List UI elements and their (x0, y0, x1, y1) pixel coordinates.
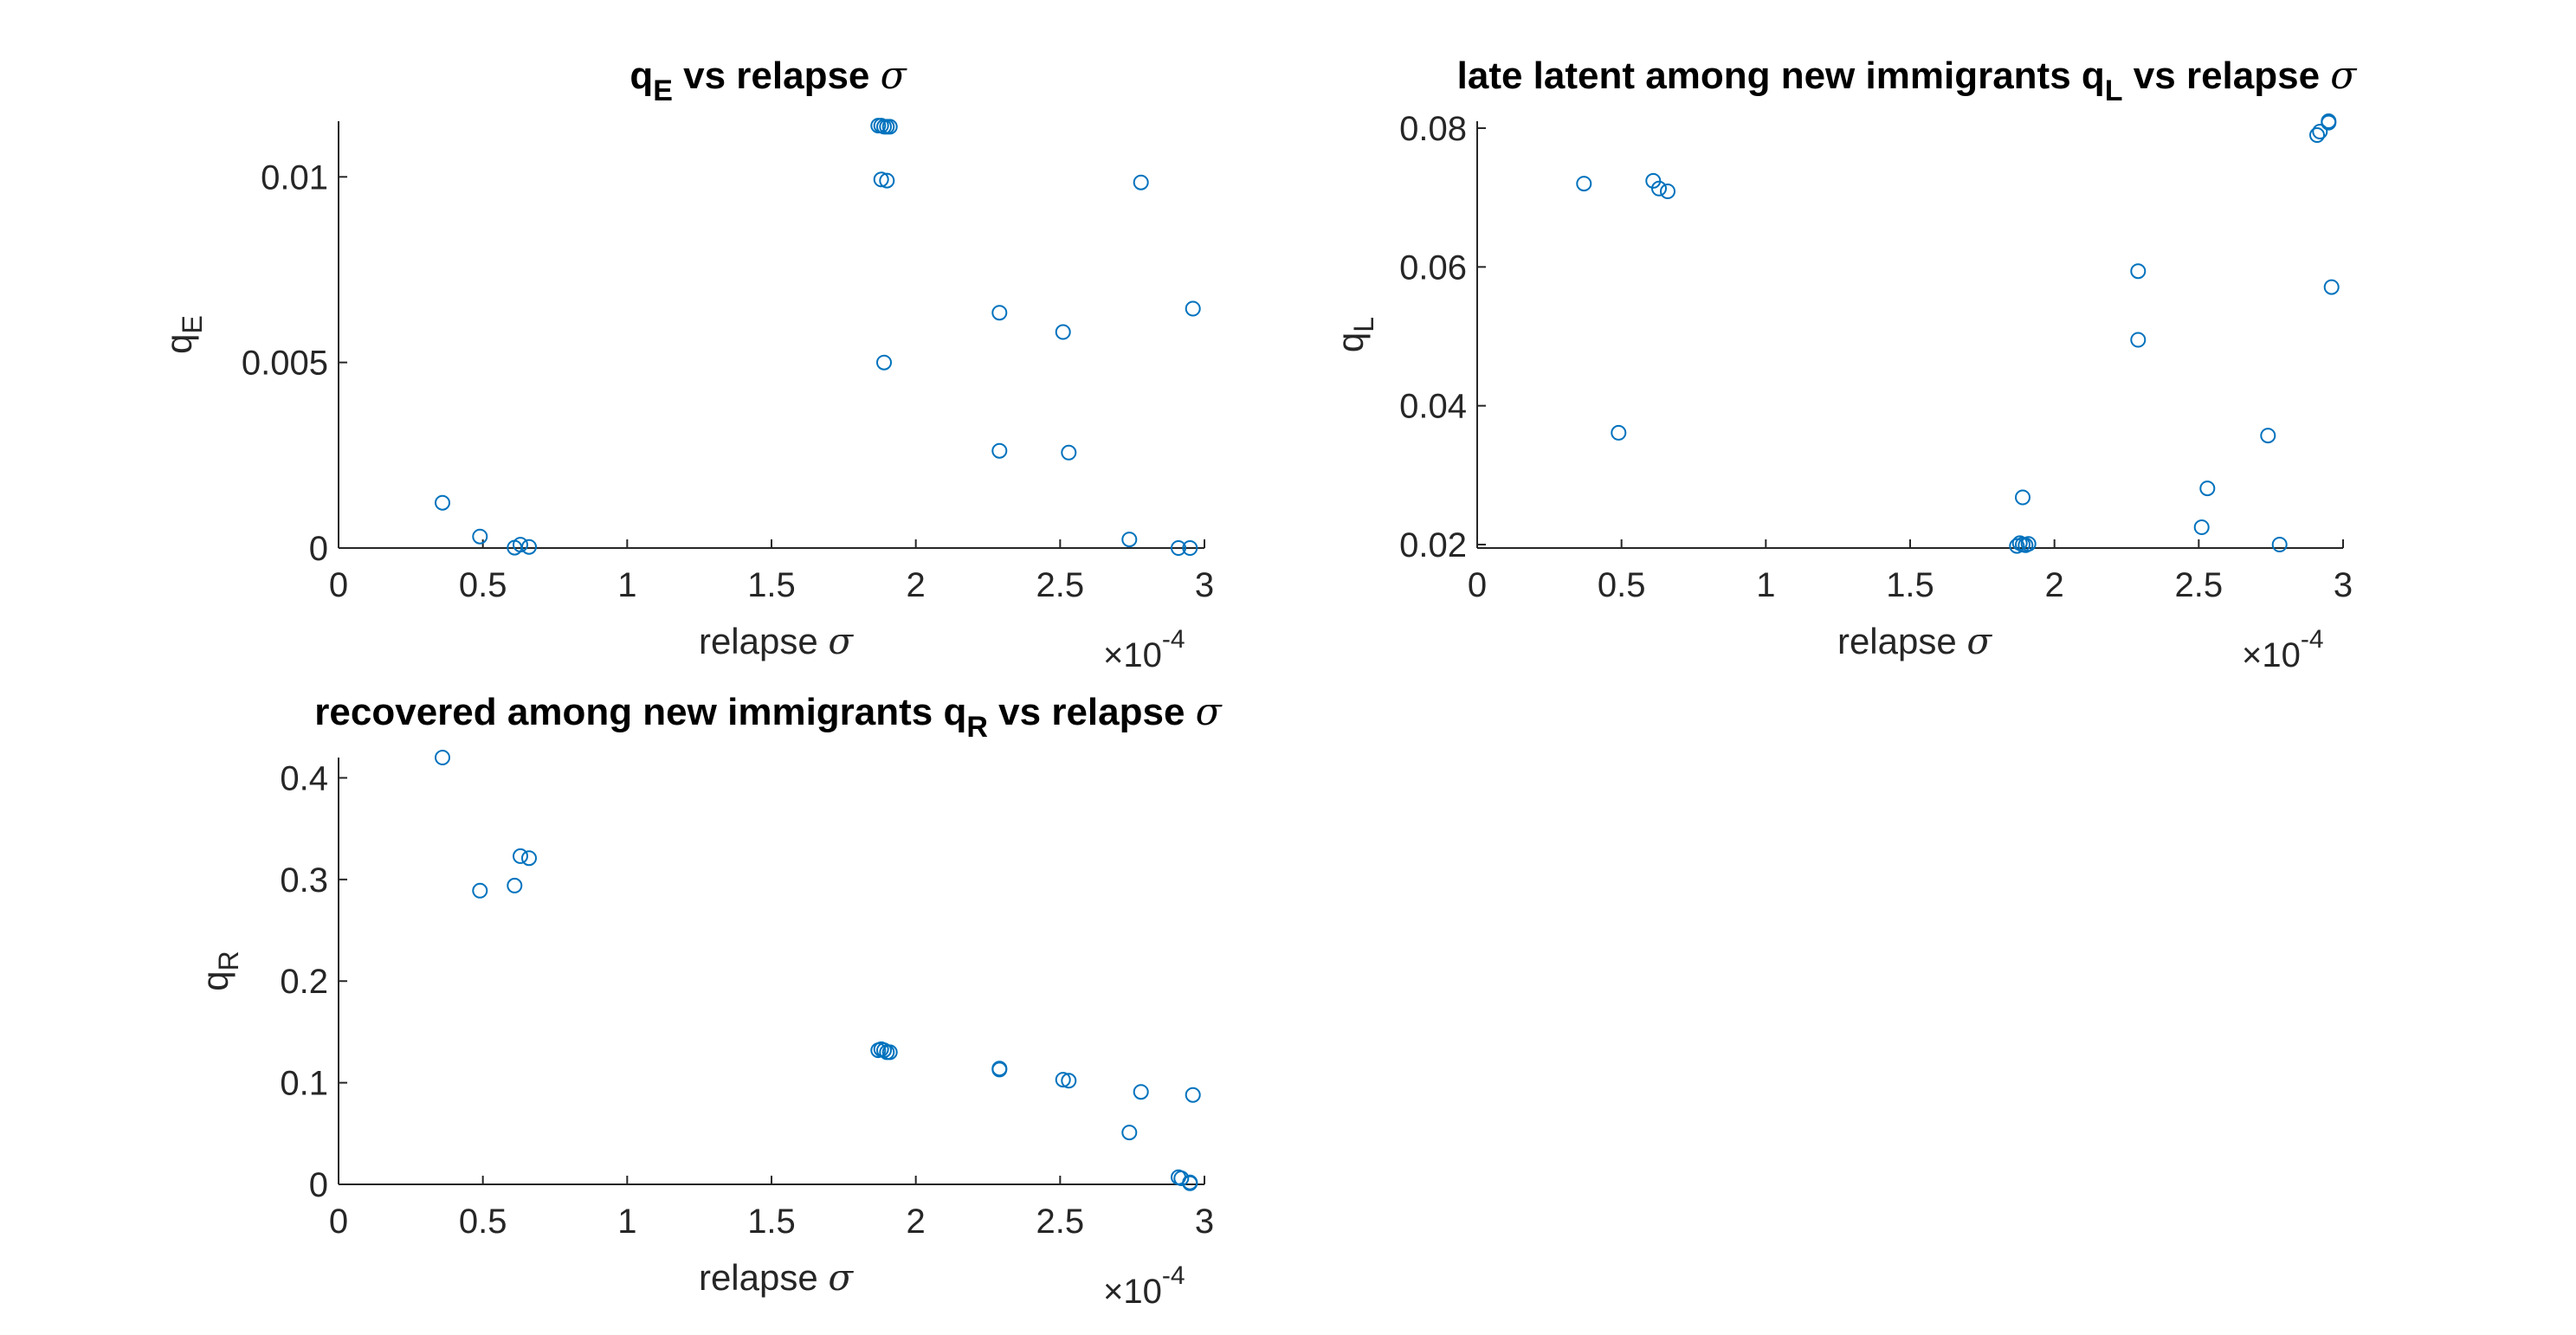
data-point (2199, 480, 2216, 497)
x-tick-label: 1.5 (747, 1203, 796, 1241)
y-tick-label: 0.3 (280, 861, 328, 900)
x-tick-label: 1 (617, 566, 636, 604)
data-point (1182, 540, 1198, 556)
data-point (2312, 124, 2328, 139)
data-point (2309, 127, 2325, 143)
data-point (2193, 519, 2210, 535)
data-point (1121, 1125, 1138, 1141)
y-tick-label: 0.01 (261, 158, 328, 197)
data-point (1660, 184, 1675, 199)
y-tick-label: 0.02 (1399, 526, 1467, 564)
data-point (1185, 300, 1201, 317)
data-point (472, 528, 488, 545)
y-tick-label: 0 (309, 530, 328, 568)
data-point (513, 537, 528, 553)
x-tick-label: 2 (2045, 566, 2064, 604)
x-axis-exponent: ×10-4 (1103, 1261, 1185, 1311)
data-point (521, 539, 537, 555)
data-point (2130, 332, 2147, 348)
data-point (881, 119, 898, 135)
data-point (435, 750, 450, 765)
y-tick-label: 0.08 (1399, 110, 1467, 148)
x-tick-label: 0.5 (459, 1203, 507, 1241)
y-axis-label: qR (195, 951, 244, 990)
x-tick-label: 2.5 (1036, 566, 1085, 604)
data-point (1651, 180, 1667, 197)
data-point (876, 354, 892, 371)
data-point (2271, 537, 2288, 552)
data-point (1173, 1171, 1190, 1186)
data-point (879, 172, 895, 189)
x-tick-label: 2.5 (2175, 566, 2224, 604)
data-point (1055, 324, 1071, 340)
data-point (1133, 174, 1149, 190)
data-point (1121, 532, 1138, 548)
data-point (1576, 176, 1592, 192)
data-point (2321, 113, 2337, 129)
data-point (1182, 1174, 1198, 1190)
data-point (2020, 536, 2037, 552)
data-point (1185, 1087, 1201, 1103)
x-tick-label: 3 (1195, 566, 1214, 604)
data-point (521, 850, 537, 867)
x-tick-label: 0 (329, 566, 348, 604)
data-point (1611, 424, 1627, 441)
data-point (881, 1044, 898, 1061)
x-tick-label: 0.5 (1598, 566, 1646, 604)
x-tick-label: 2 (907, 566, 926, 604)
x-tick-label: 2.5 (1036, 1203, 1085, 1241)
data-point (2015, 489, 2030, 506)
y-tick-label: 0.005 (242, 345, 328, 383)
x-axis-label: relapse σ (1837, 620, 1992, 662)
data-point (991, 442, 1008, 459)
data-point (2323, 279, 2340, 295)
data-point (2009, 538, 2025, 554)
data-point (472, 882, 488, 899)
x-tick-label: 1 (1756, 566, 1775, 604)
x-tick-label: 0 (1468, 566, 1487, 604)
data-point (507, 877, 523, 893)
x-tick-label: 0.5 (459, 566, 507, 604)
data-point (991, 305, 1008, 321)
chart-title: recovered among new immigrants qR vs rel… (314, 690, 1223, 744)
data-point (2130, 263, 2147, 280)
x-tick-label: 1 (617, 1203, 636, 1241)
x-tick-label: 2 (907, 1203, 926, 1241)
x-tick-label: 0 (329, 1203, 348, 1241)
x-axis-exponent: ×10-4 (2242, 625, 2324, 674)
data-point (1055, 1072, 1071, 1088)
chart-3: 0 0.5 1 1.5 2 2.5 3 0 0.1 0.2 0.3 0.4 recovered amon… (195, 690, 1223, 1311)
y-tick-label: 0.04 (1399, 388, 1467, 426)
y-tick-label: 0.06 (1399, 248, 1467, 287)
data-point (513, 848, 528, 864)
y-axis-label: qL (1330, 317, 1379, 352)
data-point (1133, 1084, 1149, 1100)
x-axis-label: relapse σ (699, 1256, 854, 1299)
x-tick-label: 1.5 (1886, 566, 1934, 604)
x-tick-label: 1.5 (747, 566, 796, 604)
data-point (991, 1061, 1008, 1077)
data-point (873, 171, 889, 188)
y-tick-label: 0 (309, 1166, 328, 1204)
y-tick-label: 0.4 (280, 759, 328, 797)
chart-title: qE vs relapse σ (629, 54, 907, 107)
x-axis-exponent: ×10-4 (1103, 625, 1185, 674)
x-tick-label: 3 (1195, 1203, 1214, 1241)
x-axis-label: relapse σ (699, 620, 854, 662)
chart-1: 0 0.5 1 1.5 2 2.5 3 0 0.005 0.01 qE vs relapse σ re… (158, 54, 1214, 674)
y-axis-label: qE (158, 315, 208, 354)
chart-title: late latent among new immigrants qL vs r… (1457, 54, 2359, 107)
x-tick-label: 3 (2334, 566, 2353, 604)
data-point (1061, 444, 1077, 461)
y-tick-label: 0.1 (280, 1065, 328, 1103)
y-tick-label: 0.2 (280, 963, 328, 1001)
data-point (1061, 1073, 1077, 1089)
data-point (1171, 540, 1186, 556)
data-point (435, 494, 450, 511)
data-point (2260, 428, 2276, 444)
